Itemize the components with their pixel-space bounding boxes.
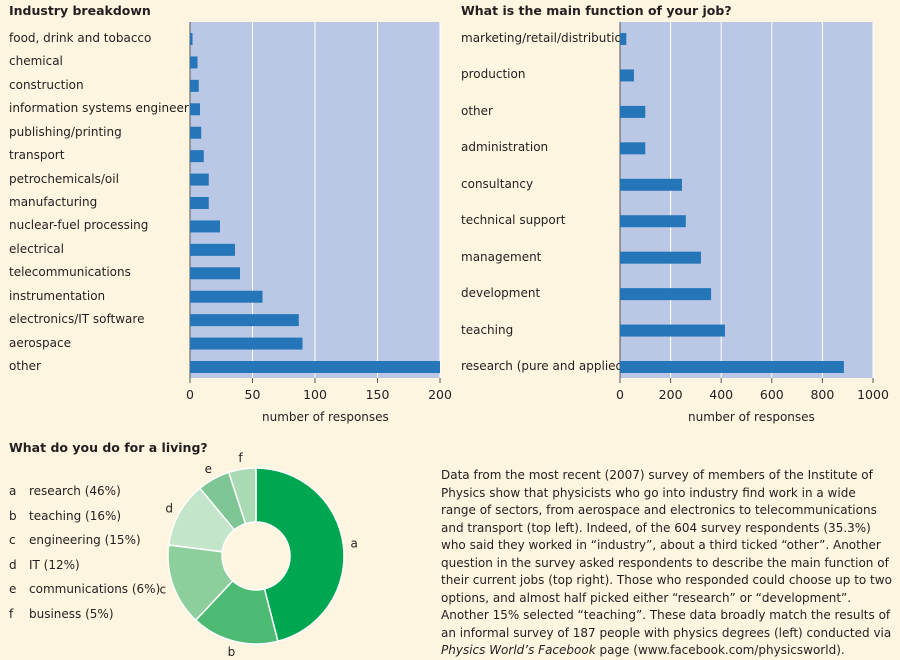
c2-category-label: development xyxy=(461,286,541,301)
c1-bar xyxy=(190,337,303,350)
donut-slice-business xyxy=(227,467,257,525)
legend-key: e xyxy=(9,582,17,596)
caption-text-1: Data from the most recent (2007) survey … xyxy=(441,468,892,640)
c2-bar xyxy=(620,288,712,301)
c1-bar xyxy=(190,126,202,139)
legend-key: c xyxy=(9,533,16,547)
c1-bar xyxy=(190,56,198,69)
c2-bar xyxy=(620,142,646,155)
legend-label: engineering (15%) xyxy=(29,533,141,547)
c2-x-tick-label: 200 xyxy=(658,387,683,402)
c1-category-label: telecommunications xyxy=(9,265,131,280)
c1-category-label: electrical xyxy=(9,241,64,256)
c2-category-label: research (pure and applied) xyxy=(461,359,628,373)
donut-slice-key-label: a xyxy=(351,537,358,551)
function-chart-title: What is the main function of your job? xyxy=(461,3,732,18)
c2-bar xyxy=(620,33,627,45)
c2-bar xyxy=(620,105,646,118)
donut-slice-research xyxy=(255,467,345,643)
c2-bar xyxy=(620,251,701,264)
caption-italic: Physics World’s Facebook xyxy=(441,643,596,657)
c2-category-label: management xyxy=(461,249,542,264)
legend-key: f xyxy=(9,606,14,621)
c1-bar xyxy=(190,197,209,209)
caption-text-2: page (www.facebook.com/physicsworld). xyxy=(595,643,845,657)
c1-x-tick-label: 0 xyxy=(186,387,194,402)
legend-key: b xyxy=(9,508,17,523)
c2-x-tick-label: 1000 xyxy=(857,387,889,402)
c2-bar xyxy=(620,178,682,191)
c1-bar xyxy=(190,150,204,163)
c2-x-tick-label: 0 xyxy=(616,387,624,402)
industry-x-axis-label: number of responses xyxy=(262,410,389,424)
donut-slice-key-label: d xyxy=(165,501,173,515)
legend-item: e communications (6%) xyxy=(9,582,160,596)
c2-bar xyxy=(620,324,725,337)
c1-bar xyxy=(190,33,193,45)
legend-item: d IT (12%) xyxy=(9,558,80,572)
c2-category-label: production xyxy=(461,67,526,82)
c2-bar xyxy=(620,361,844,373)
legend-item: b teaching (16%) xyxy=(9,509,121,523)
function-x-axis-label: number of responses xyxy=(688,410,815,424)
c2-category-label: consultancy xyxy=(461,176,534,191)
c2-bar xyxy=(620,69,634,82)
legend-label: communications (6%) xyxy=(29,582,161,596)
c1-bar xyxy=(190,267,240,280)
c2-category-label: technical support xyxy=(461,213,566,228)
c1-category-label: instrumentation xyxy=(9,288,106,303)
c1-bar xyxy=(190,361,440,373)
c2-bar xyxy=(620,215,686,228)
c1-x-tick-label: 150 xyxy=(365,387,390,402)
donut-slice-key-label: e xyxy=(205,462,212,476)
c1-category-label: other xyxy=(9,359,41,373)
legend-item: f business (5%) xyxy=(9,607,114,621)
living-chart-title: What do you do for a living? xyxy=(9,440,208,455)
c1-category-label: manufacturing xyxy=(9,195,98,209)
c1-category-label: aerospace xyxy=(9,335,71,350)
donut-slice-key-label: c xyxy=(160,583,167,597)
donut-slice-key-label: b xyxy=(228,645,236,658)
c2-x-tick-label: 800 xyxy=(810,387,835,402)
c1-bar xyxy=(190,314,299,327)
c2-category-label: other xyxy=(461,103,493,118)
c1-category-label: chemical xyxy=(9,54,63,69)
c2-x-tick-label: 600 xyxy=(759,387,784,402)
legend-label: teaching (16%) xyxy=(29,508,122,523)
c2-category-label: administration xyxy=(461,140,549,155)
c1-category-label: information systems engineering xyxy=(9,101,208,116)
legend-item: a research (46%) xyxy=(9,484,121,498)
legend-item: c engineering (15%) xyxy=(9,533,141,547)
c1-category-label: publishing/printing xyxy=(9,124,122,139)
legend-key: d xyxy=(9,557,17,572)
c1-x-tick-label: 50 xyxy=(244,387,261,402)
c1-x-tick-label: 100 xyxy=(303,387,327,402)
legend-label: IT (12%) xyxy=(29,557,80,572)
c2-category-label: marketing/retail/distribution xyxy=(461,31,630,45)
c2-category-label: teaching xyxy=(461,322,514,337)
c1-bar xyxy=(190,220,220,233)
c1-category-label: nuclear-fuel processing xyxy=(9,218,149,233)
c1-bar xyxy=(190,290,263,303)
c1-category-label: electronics/IT software xyxy=(9,312,145,327)
c1-category-label: construction xyxy=(9,77,84,92)
donut-slice-key-label: f xyxy=(238,451,243,465)
c1-bar xyxy=(190,173,209,186)
c1-x-tick-label: 200 xyxy=(428,387,452,402)
c2-x-tick-label: 400 xyxy=(709,387,734,402)
c1-bar xyxy=(190,243,235,256)
c1-bar xyxy=(190,103,200,116)
industry-chart-title: Industry breakdown xyxy=(9,3,151,18)
c1-category-label: petrochemicals/oil xyxy=(9,171,119,186)
c1-category-label: transport xyxy=(9,148,65,163)
legend-label: research (46%) xyxy=(29,484,121,498)
c2-plot-area xyxy=(620,22,873,378)
c1-category-label: food, drink and tobacco xyxy=(9,31,152,45)
c1-bar xyxy=(190,79,199,92)
legend-label: business (5%) xyxy=(29,606,114,621)
figure-caption: Data from the most recent (2007) survey … xyxy=(441,467,893,660)
legend-key: a xyxy=(9,484,17,498)
